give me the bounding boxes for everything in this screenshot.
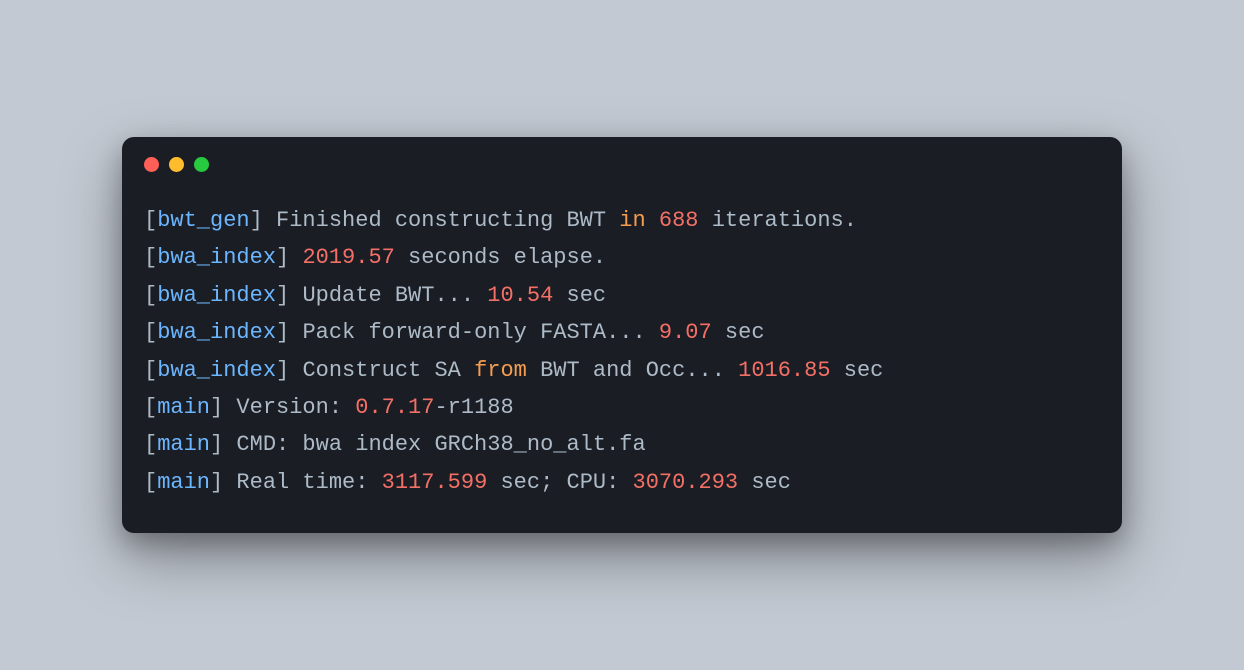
terminal-line: [bwt_gen] Finished constructing BWT in 6… [144, 202, 1100, 239]
terminal-line: [main] CMD: bwa index GRCh38_no_alt.fa [144, 426, 1100, 463]
close-icon[interactable] [144, 157, 159, 172]
window-titlebar [122, 137, 1122, 172]
maximize-icon[interactable] [194, 157, 209, 172]
terminal-window: [bwt_gen] Finished constructing BWT in 6… [122, 137, 1122, 533]
terminal-line: [bwa_index] 2019.57 seconds elapse. [144, 239, 1100, 276]
terminal-line: [bwa_index] Update BWT... 10.54 sec [144, 277, 1100, 314]
terminal-line: [bwa_index] Pack forward-only FASTA... 9… [144, 314, 1100, 351]
terminal-output: [bwt_gen] Finished constructing BWT in 6… [122, 172, 1122, 533]
terminal-line: [main] Version: 0.7.17-r1188 [144, 389, 1100, 426]
terminal-line: [bwa_index] Construct SA from BWT and Oc… [144, 352, 1100, 389]
minimize-icon[interactable] [169, 157, 184, 172]
terminal-line: [main] Real time: 3117.599 sec; CPU: 307… [144, 464, 1100, 501]
